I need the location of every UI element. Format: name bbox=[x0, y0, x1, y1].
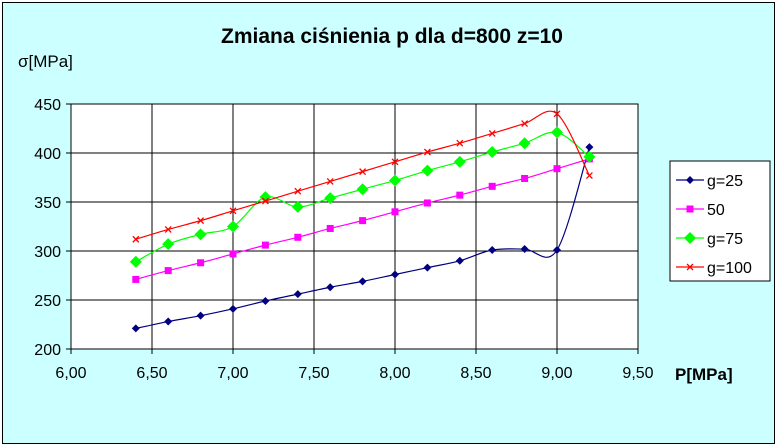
data-point bbox=[164, 317, 173, 326]
data-point bbox=[196, 311, 205, 320]
data-point bbox=[553, 110, 561, 118]
data-point bbox=[326, 283, 335, 292]
legend-box bbox=[669, 160, 771, 282]
data-point bbox=[456, 191, 464, 199]
series-2 bbox=[132, 155, 593, 283]
data-point bbox=[261, 197, 269, 205]
legend-label: g=75 bbox=[707, 231, 743, 248]
data-point bbox=[488, 246, 497, 255]
data-point bbox=[423, 263, 432, 272]
data-point bbox=[359, 168, 367, 176]
data-point bbox=[585, 172, 593, 179]
chart-frame: Zmiana ciśnienia p dla d=800 z=10 σ[MPa]… bbox=[2, 2, 775, 444]
data-point bbox=[356, 183, 369, 196]
data-point bbox=[194, 228, 207, 241]
y-tick-label: 300 bbox=[34, 244, 61, 261]
data-point bbox=[585, 143, 594, 152]
data-point bbox=[131, 324, 140, 333]
y-tick-label: 250 bbox=[34, 293, 61, 310]
x-tick-label: 9,00 bbox=[541, 365, 572, 382]
data-point bbox=[324, 192, 337, 205]
data-point bbox=[518, 137, 531, 150]
data-point bbox=[129, 255, 142, 268]
data-point bbox=[294, 187, 302, 195]
data-point bbox=[162, 238, 175, 251]
data-point bbox=[553, 165, 561, 173]
data-point bbox=[391, 270, 399, 279]
data-point bbox=[488, 182, 496, 190]
data-point bbox=[359, 217, 367, 225]
legend-entry: g=25 bbox=[676, 173, 743, 190]
grid bbox=[70, 103, 639, 350]
chart: Zmiana ciśnienia p dla d=800 z=10 σ[MPa]… bbox=[18, 25, 771, 384]
data-point bbox=[521, 174, 529, 182]
x-tick-label: 7,00 bbox=[217, 365, 248, 382]
series-4 bbox=[132, 110, 593, 243]
legend: g=25 50 g=75 g=100 bbox=[669, 160, 771, 282]
data-point bbox=[197, 259, 205, 267]
data-point bbox=[488, 129, 496, 137]
data-point bbox=[423, 199, 431, 207]
data-point bbox=[326, 177, 334, 185]
data-point bbox=[553, 246, 561, 255]
legend-swatch-marker bbox=[686, 205, 694, 213]
x-tick-label: 9,50 bbox=[622, 365, 653, 382]
legend-entry: g=100 bbox=[676, 260, 752, 277]
data-point bbox=[391, 208, 399, 216]
data-point bbox=[229, 207, 237, 215]
legend-swatch-marker bbox=[684, 232, 696, 244]
data-point bbox=[520, 245, 529, 254]
data-point bbox=[358, 277, 367, 286]
data-point bbox=[486, 146, 499, 159]
data-point bbox=[197, 217, 205, 225]
legend-entry: g=75 bbox=[676, 231, 743, 248]
data-point bbox=[261, 241, 269, 249]
data-point bbox=[453, 155, 466, 168]
data-point bbox=[293, 290, 302, 299]
data-point bbox=[229, 304, 237, 313]
data-point bbox=[261, 296, 270, 305]
y-tick-label: 450 bbox=[34, 97, 61, 114]
data-point bbox=[583, 150, 596, 163]
legend-entry: 50 bbox=[676, 202, 725, 219]
chart-title: Zmiana ciśnienia p dla d=800 z=10 bbox=[221, 25, 563, 48]
data-point bbox=[389, 174, 401, 187]
data-point bbox=[456, 139, 464, 147]
data-point bbox=[227, 220, 239, 233]
data-point bbox=[164, 225, 172, 233]
data-point bbox=[423, 148, 431, 156]
axis-ticks: 6,00 6,50 7,00 7,50 8,00 8,50 9,00 9,50 200 250 30… bbox=[34, 97, 653, 382]
x-tick-label: 6,00 bbox=[55, 365, 86, 382]
legend-swatch-marker bbox=[686, 176, 694, 184]
data-point bbox=[291, 200, 304, 213]
legend-swatch-marker bbox=[686, 263, 694, 271]
data-point bbox=[132, 275, 140, 283]
legend-label: g=25 bbox=[707, 173, 743, 190]
x-tick-label: 8,50 bbox=[460, 365, 491, 382]
series-group bbox=[129, 110, 596, 333]
data-point bbox=[521, 120, 529, 128]
x-tick-label: 7,50 bbox=[298, 365, 329, 382]
x-tick-label: 8,00 bbox=[379, 365, 410, 382]
data-point bbox=[391, 158, 399, 166]
y-tick-label: 200 bbox=[34, 342, 61, 359]
x-tick-label: 6,50 bbox=[136, 365, 167, 382]
legend-label: g=100 bbox=[707, 260, 752, 277]
y-axis-label: σ[MPa] bbox=[18, 52, 73, 71]
x-axis-label: P[MPa] bbox=[675, 365, 733, 384]
y-tick-label: 350 bbox=[34, 195, 61, 212]
data-point bbox=[326, 224, 334, 232]
legend-label: 50 bbox=[707, 202, 725, 219]
plot-area bbox=[70, 103, 639, 350]
data-point bbox=[455, 256, 464, 265]
data-point bbox=[164, 267, 172, 275]
data-point bbox=[229, 250, 237, 258]
data-point bbox=[132, 235, 140, 243]
data-point bbox=[294, 233, 302, 241]
data-point bbox=[421, 164, 434, 177]
y-tick-label: 400 bbox=[34, 146, 61, 163]
data-point bbox=[551, 126, 563, 139]
series-1 bbox=[131, 143, 594, 333]
